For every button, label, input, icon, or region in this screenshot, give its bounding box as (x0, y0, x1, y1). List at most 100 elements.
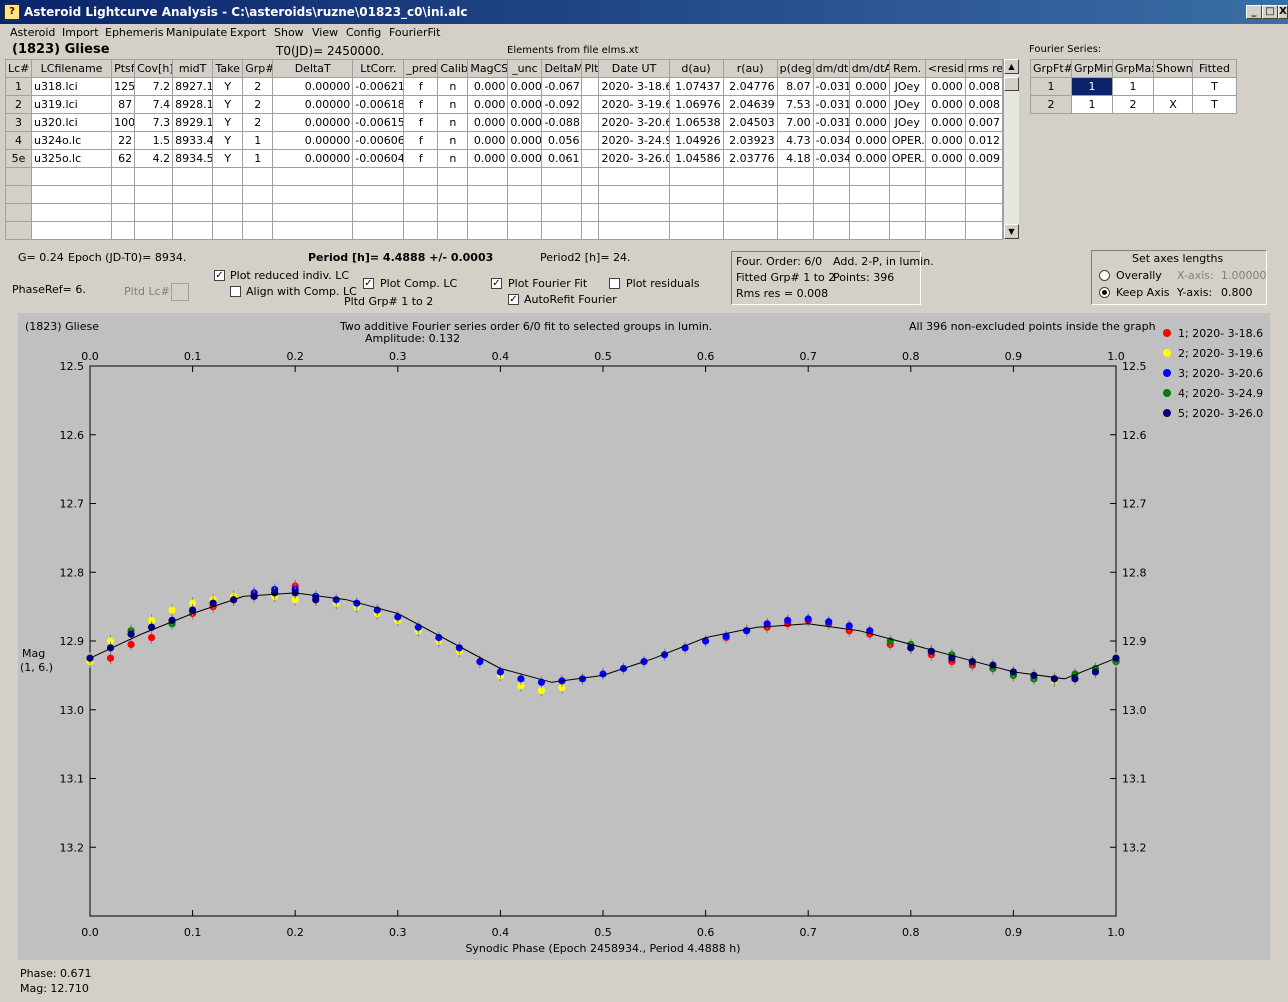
phaseref-value[interactable]: PhaseRef= 6. (12, 283, 86, 296)
column-header[interactable]: d(au) (668, 59, 724, 78)
table-cell[interactable]: n (437, 131, 469, 150)
pltd-grp-label[interactable]: Pltd Grp# 1 to 2 (344, 295, 434, 308)
table-cell[interactable] (924, 221, 966, 240)
table-cell[interactable]: 125 (111, 77, 136, 96)
table-cell[interactable]: 0.000 (924, 77, 966, 96)
table-cell[interactable] (134, 185, 174, 204)
row-header[interactable]: 1 (4, 77, 33, 96)
table-cell[interactable] (134, 167, 174, 186)
table-cell[interactable]: 0.000 (924, 149, 966, 168)
menu-import[interactable]: Import (62, 26, 99, 39)
menu-ephemeris[interactable]: Ephemeris (105, 26, 164, 39)
row-header[interactable]: 3 (4, 113, 33, 132)
fourier-cell[interactable]: 2 (1030, 95, 1072, 114)
table-cell[interactable]: 0.009 (964, 149, 1004, 168)
table-cell[interactable] (924, 167, 966, 186)
table-cell[interactable] (111, 221, 136, 240)
table-cell[interactable] (722, 185, 778, 204)
table-cell[interactable] (924, 185, 966, 204)
column-header[interactable]: LCfilename (31, 59, 113, 78)
table-cell[interactable] (888, 221, 926, 240)
table-cell[interactable]: 2.04776 (722, 77, 778, 96)
lightcurve-graph[interactable]: (1823) Gliese Two additive Fourier serie… (18, 313, 1270, 960)
table-cell[interactable]: -0.00621 (352, 77, 405, 96)
table-cell[interactable] (507, 185, 543, 204)
table-row[interactable]: 3 u320.lci 100 7.3 8929.1 Y 2 0.00000 -0.00615 f n… (4, 113, 1004, 132)
table-cell[interactable]: 2020- 3-18.6 (598, 77, 670, 96)
close-button[interactable]: X (1278, 5, 1288, 19)
column-header[interactable]: Rem. (888, 59, 926, 78)
table-cell[interactable] (437, 185, 469, 204)
column-header[interactable]: Grp# (242, 59, 274, 78)
table-cell[interactable]: 0.000 (924, 113, 966, 132)
table-cell[interactable]: u320.lci (31, 113, 113, 132)
table-cell[interactable] (134, 203, 174, 222)
plot-fourier-checkbox[interactable]: ✓ (491, 278, 502, 289)
table-row[interactable] (4, 167, 1004, 186)
fourier-cell[interactable]: 1 (1071, 77, 1113, 96)
table-cell[interactable]: 1.06976 (668, 95, 724, 114)
table-cell[interactable] (848, 185, 890, 204)
table-cell[interactable]: u325o.lc (31, 149, 113, 168)
table-cell[interactable]: 0.056 (541, 131, 583, 150)
maximize-button[interactable]: □ (1262, 5, 1278, 19)
overally-radio[interactable] (1099, 270, 1110, 281)
column-header[interactable]: Calib. (437, 59, 469, 78)
menu-fourierfit[interactable]: FourierFit (389, 26, 441, 39)
table-cell[interactable] (812, 167, 850, 186)
table-cell[interactable]: 7.3 (134, 113, 174, 132)
autorefit-checkbox[interactable]: ✓ (508, 294, 519, 305)
minimize-button[interactable]: _ (1246, 5, 1262, 19)
table-cell[interactable]: 0.000 (924, 131, 966, 150)
column-header[interactable]: DeltaM (541, 59, 583, 78)
table-row[interactable]: 4 u324o.lc 22 1.5 8933.4 Y 1 0.00000 -0.00606 f n 0… (4, 131, 1004, 150)
table-cell[interactable] (668, 185, 724, 204)
table-cell[interactable] (352, 203, 405, 222)
table-cell[interactable]: 0.000 (848, 113, 890, 132)
table-cell[interactable] (964, 185, 1004, 204)
table-cell[interactable] (581, 149, 600, 168)
table-cell[interactable]: 8929.1 (172, 113, 214, 132)
table-cell[interactable]: u324o.lc (31, 131, 113, 150)
table-cell[interactable] (272, 185, 354, 204)
column-header[interactable]: rms res (964, 59, 1004, 78)
table-cell[interactable] (722, 167, 778, 186)
keep-axis-radio[interactable] (1099, 287, 1110, 298)
table-cell[interactable]: 1.04926 (668, 131, 724, 150)
table-cell[interactable] (722, 203, 778, 222)
table-cell[interactable]: 0.00000 (272, 77, 354, 96)
row-header[interactable] (4, 167, 33, 186)
column-header[interactable]: Take (212, 59, 244, 78)
table-cell[interactable]: 0.012 (964, 131, 1004, 150)
table-cell[interactable]: 2.03923 (722, 131, 778, 150)
table-cell[interactable] (507, 221, 543, 240)
table-cell[interactable] (172, 221, 214, 240)
scroll-down-icon[interactable]: ▼ (1004, 224, 1019, 239)
table-cell[interactable] (403, 221, 439, 240)
table-cell[interactable] (581, 77, 600, 96)
table-cell[interactable]: 1.07437 (668, 77, 724, 96)
table-cell[interactable] (541, 203, 583, 222)
table-cell[interactable]: 4.73 (776, 131, 814, 150)
menu-manipulate[interactable]: Manipulate (166, 26, 228, 39)
table-cell[interactable]: n (437, 77, 469, 96)
scroll-thumb[interactable] (1004, 77, 1019, 91)
table-cell[interactable]: 0.000 (507, 113, 543, 132)
table-cell[interactable] (403, 167, 439, 186)
fourier-cell[interactable] (1153, 77, 1193, 96)
table-cell[interactable]: 2 (242, 95, 274, 114)
table-cell[interactable]: 0.000 (507, 95, 543, 114)
table-cell[interactable] (507, 203, 543, 222)
table-cell[interactable]: 2 (242, 77, 274, 96)
table-cell[interactable]: JOey (888, 77, 926, 96)
table-cell[interactable] (507, 167, 543, 186)
align-checkbox[interactable] (230, 286, 241, 297)
lightcurve-table[interactable]: Lc# LCfilename Ptsf Cov[h] midT Take Grp# Delta… (4, 59, 1004, 240)
table-cell[interactable] (598, 203, 670, 222)
table-cell[interactable] (242, 185, 274, 204)
table-cell[interactable] (581, 113, 600, 132)
table-cell[interactable] (848, 203, 890, 222)
table-cell[interactable] (31, 185, 113, 204)
table-cell[interactable]: f (403, 77, 439, 96)
table-cell[interactable]: 8934.5 (172, 149, 214, 168)
